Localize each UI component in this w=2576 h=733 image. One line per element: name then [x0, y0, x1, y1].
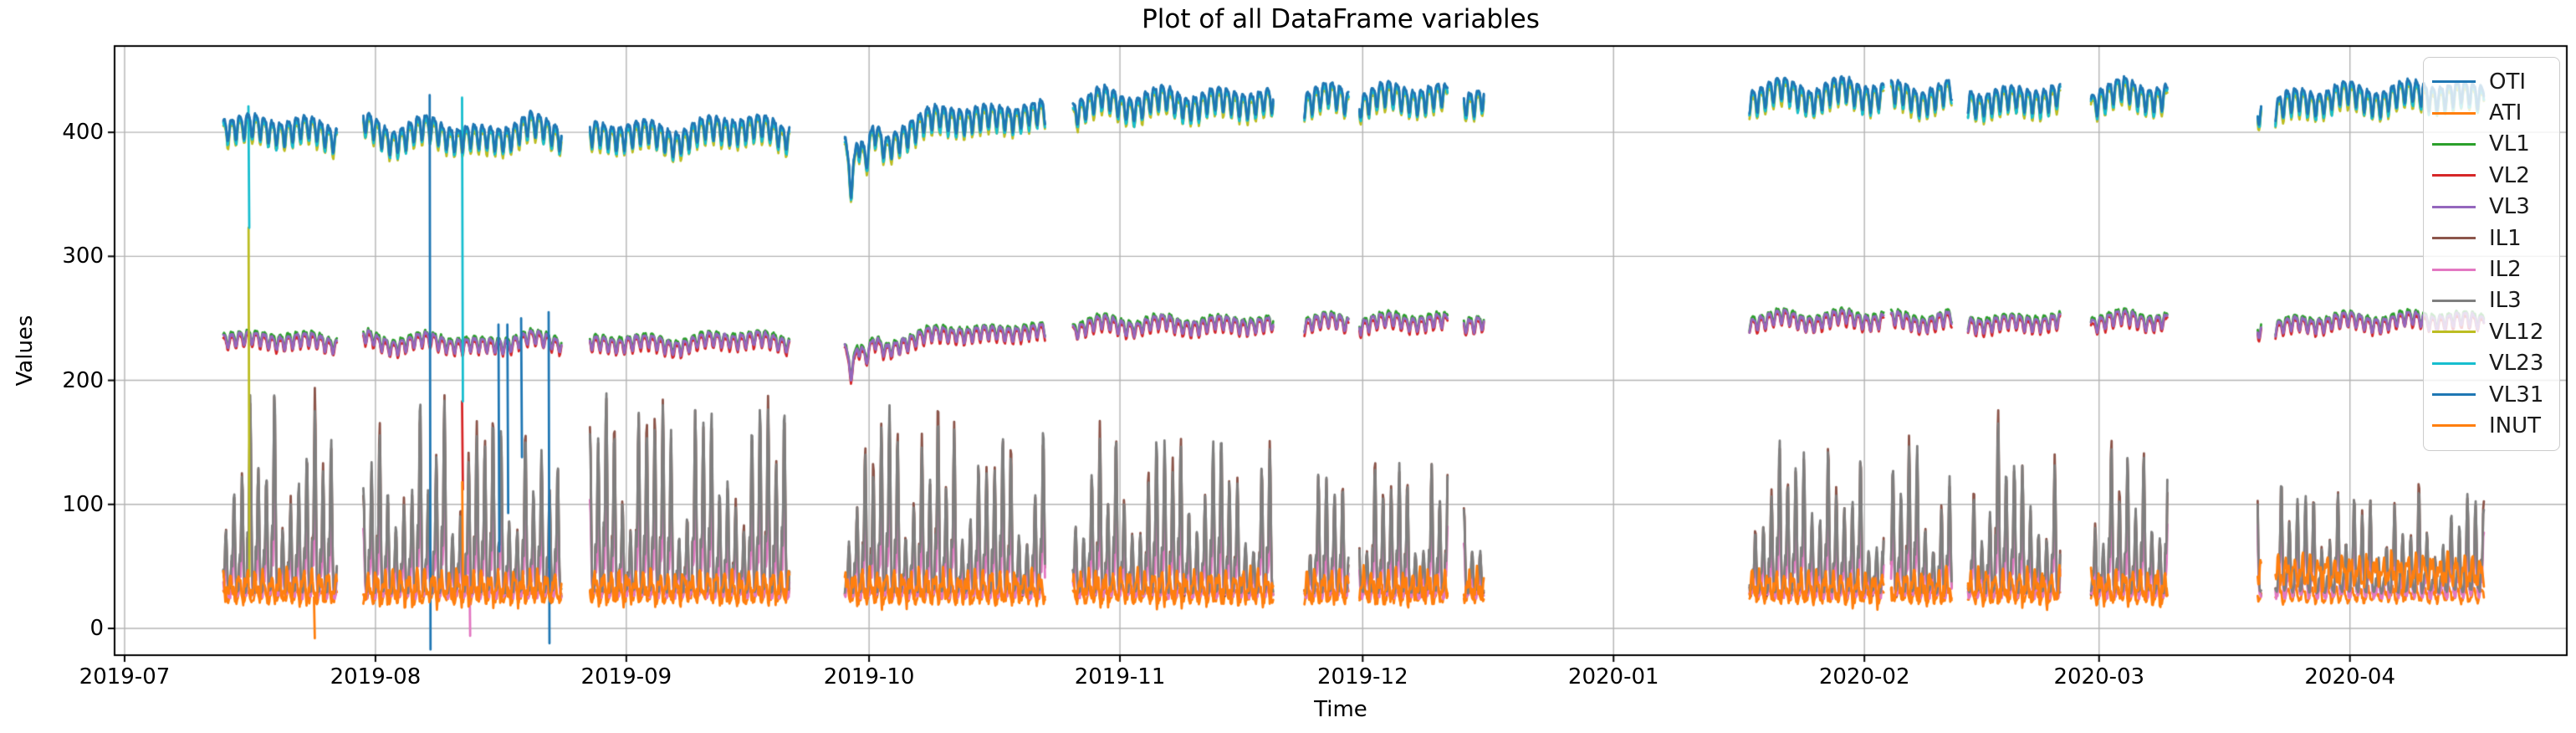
- legend-line-sample: [2432, 268, 2476, 271]
- x-tick-label: 2020-04: [2304, 664, 2396, 689]
- legend-label: VL31: [2489, 382, 2544, 408]
- legend-row: VL1: [2432, 129, 2559, 160]
- legend-line-sample: [2432, 111, 2476, 115]
- legend-label: OTI: [2489, 69, 2527, 95]
- y-tick-label: 300: [62, 243, 104, 269]
- legend-line-sample: [2432, 174, 2476, 177]
- legend-label: ATI: [2489, 100, 2522, 126]
- legend-label: IL3: [2489, 288, 2522, 314]
- chart-title: Plot of all DataFrame variables: [1142, 4, 1540, 34]
- x-axis-label: Time: [1314, 697, 1367, 722]
- legend-row: OTI: [2432, 66, 2559, 97]
- legend-label: VL1: [2489, 131, 2530, 157]
- legend-line-sample: [2432, 142, 2476, 146]
- legend: OTI ATI VL1 VL2 VL3 IL1 IL2 IL3 VL12 VL23 VL31 INUT: [2423, 57, 2560, 451]
- x-tick-label: 2020-01: [1567, 664, 1659, 689]
- legend-label: INUT: [2489, 413, 2542, 438]
- legend-row: VL23: [2432, 348, 2559, 379]
- legend-line-sample: [2432, 424, 2476, 428]
- legend-line-sample: [2432, 393, 2476, 397]
- y-tick-label: 400: [62, 120, 104, 146]
- legend-row: VL3: [2432, 192, 2559, 223]
- x-tick-label: 2020-02: [1818, 664, 1910, 689]
- legend-line-sample: [2432, 299, 2476, 302]
- y-tick-label: 0: [89, 615, 104, 641]
- x-tick-label: 2019-12: [1316, 664, 1408, 689]
- legend-row: VL2: [2432, 160, 2559, 191]
- legend-line-sample: [2432, 237, 2476, 240]
- legend-line-sample: [2432, 331, 2476, 334]
- legend-label: VL2: [2489, 162, 2530, 188]
- legend-row: IL1: [2432, 223, 2559, 254]
- x-tick-label: 2020-03: [2053, 664, 2145, 689]
- legend-row: INUT: [2432, 410, 2559, 441]
- y-tick-label: 200: [62, 367, 104, 393]
- y-tick-label: 100: [62, 491, 104, 517]
- x-tick-label: 2019-08: [330, 664, 422, 689]
- x-tick-label: 2019-10: [823, 664, 915, 689]
- legend-line-sample: [2432, 80, 2476, 84]
- legend-label: IL1: [2489, 225, 2522, 251]
- legend-row: IL3: [2432, 285, 2559, 316]
- x-tick-label: 2019-09: [580, 664, 672, 689]
- x-tick-label: 2019-07: [79, 664, 171, 689]
- legend-label: IL2: [2489, 257, 2522, 283]
- legend-label: VL3: [2489, 194, 2530, 220]
- legend-row: IL2: [2432, 254, 2559, 284]
- x-tick-label: 2019-11: [1074, 664, 1166, 689]
- legend-line-sample: [2432, 205, 2476, 208]
- legend-label: VL12: [2489, 319, 2544, 345]
- legend-row: VL31: [2432, 379, 2559, 410]
- legend-row: VL12: [2432, 316, 2559, 347]
- legend-label: VL23: [2489, 351, 2544, 377]
- legend-row: ATI: [2432, 97, 2559, 128]
- legend-line-sample: [2432, 361, 2476, 365]
